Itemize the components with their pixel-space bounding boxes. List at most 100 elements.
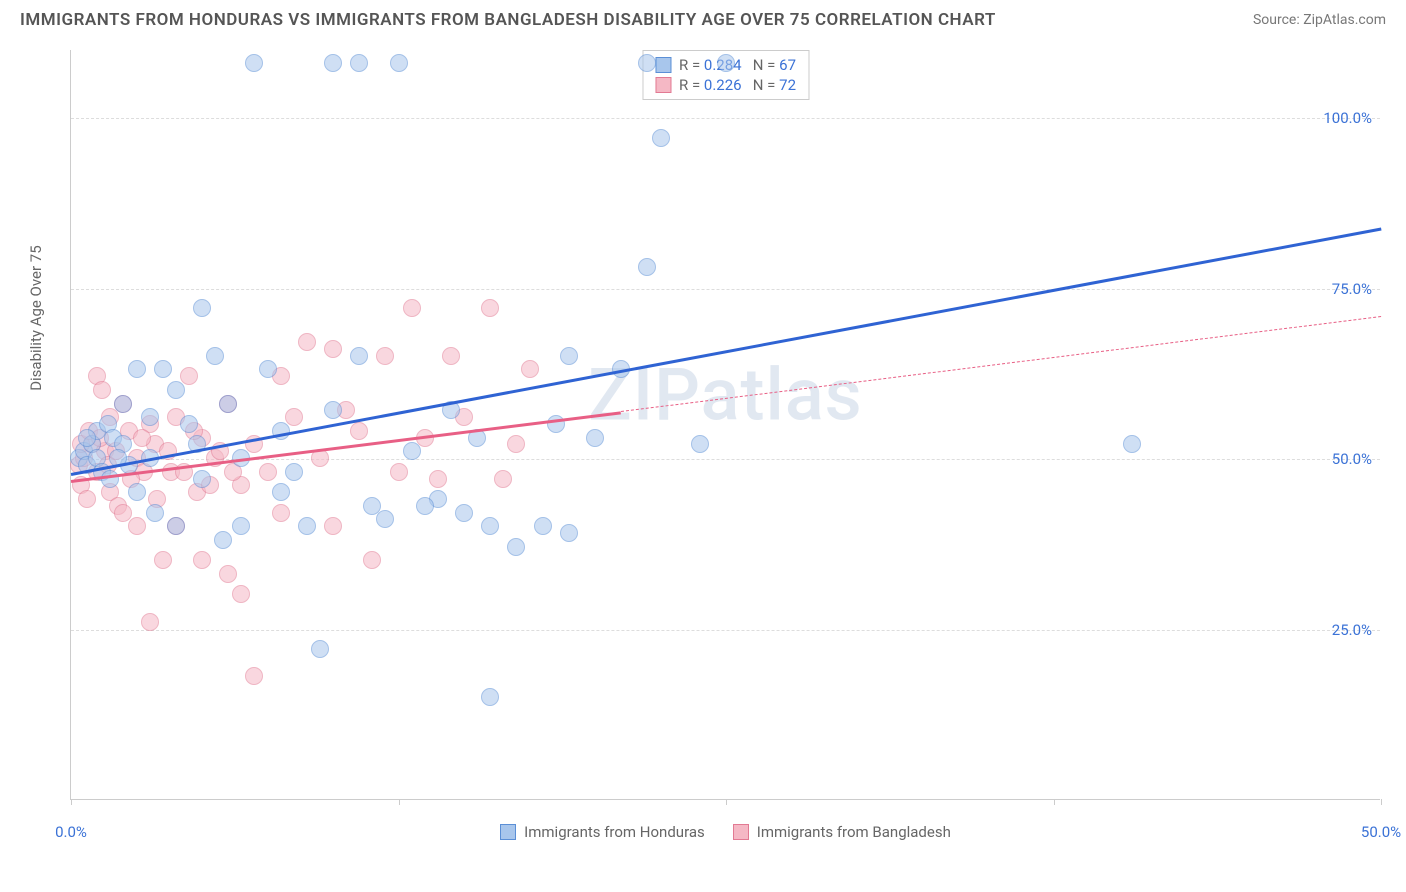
scatter-point xyxy=(481,517,499,535)
scatter-point xyxy=(403,442,421,460)
legend-series-item: Immigrants from Honduras xyxy=(500,823,705,841)
gridline xyxy=(71,459,1380,460)
scatter-point xyxy=(507,538,525,556)
scatter-point xyxy=(403,299,421,317)
scatter-point xyxy=(167,381,185,399)
scatter-point xyxy=(206,347,224,365)
trend-line xyxy=(71,227,1381,475)
scatter-point xyxy=(114,395,132,413)
scatter-point xyxy=(324,401,342,419)
scatter-point xyxy=(442,347,460,365)
legend-series-item: Immigrants from Bangladesh xyxy=(733,823,951,841)
scatter-point xyxy=(494,470,512,488)
scatter-point xyxy=(154,551,172,569)
gridline xyxy=(71,289,1380,290)
scatter-point xyxy=(180,415,198,433)
scatter-point xyxy=(324,517,342,535)
scatter-point xyxy=(133,429,151,447)
scatter-point xyxy=(146,504,164,522)
scatter-point xyxy=(691,435,709,453)
y-axis-label: Disability Age Over 75 xyxy=(27,245,45,390)
scatter-point xyxy=(324,340,342,358)
x-tick-label: 0.0% xyxy=(55,823,87,841)
legend-series: Immigrants from Honduras Immigrants from … xyxy=(71,823,1380,841)
chart-title: IMMIGRANTS FROM HONDURAS VS IMMIGRANTS F… xyxy=(20,10,996,30)
scatter-point xyxy=(219,395,237,413)
scatter-point xyxy=(141,408,159,426)
scatter-point xyxy=(167,517,185,535)
scatter-point xyxy=(350,347,368,365)
legend-swatch xyxy=(500,824,516,840)
x-tick xyxy=(726,799,727,805)
scatter-point xyxy=(481,299,499,317)
scatter-point xyxy=(363,551,381,569)
x-tick xyxy=(1054,799,1055,805)
scatter-point xyxy=(1123,435,1141,453)
y-tick-label: 100.0% xyxy=(1323,109,1372,127)
scatter-point xyxy=(193,470,211,488)
scatter-point xyxy=(128,517,146,535)
scatter-point xyxy=(717,54,735,72)
x-tick xyxy=(399,799,400,805)
x-tick-label: 50.0% xyxy=(1361,823,1401,841)
scatter-point xyxy=(259,463,277,481)
scatter-point xyxy=(390,463,408,481)
scatter-point xyxy=(324,54,342,72)
scatter-point xyxy=(521,360,539,378)
scatter-point xyxy=(78,429,96,447)
plot-area: ZIPatlas R = 0.284 N = 67R = 0.226 N = 7… xyxy=(70,50,1380,800)
scatter-point xyxy=(128,483,146,501)
scatter-point xyxy=(214,531,232,549)
scatter-point xyxy=(376,510,394,528)
scatter-point xyxy=(311,640,329,658)
gridline xyxy=(71,118,1380,119)
scatter-point xyxy=(429,470,447,488)
scatter-point xyxy=(78,490,96,508)
legend-stat-row: R = 0.226 N = 72 xyxy=(655,75,796,95)
scatter-point xyxy=(507,435,525,453)
y-tick-label: 25.0% xyxy=(1332,621,1372,639)
watermark: ZIPatlas xyxy=(588,352,862,437)
scatter-point xyxy=(128,360,146,378)
trend-line xyxy=(621,316,1381,412)
scatter-point xyxy=(232,517,250,535)
x-tick xyxy=(1381,799,1382,805)
scatter-point xyxy=(350,54,368,72)
legend-swatch xyxy=(655,77,671,93)
y-tick-label: 75.0% xyxy=(1332,280,1372,298)
scatter-point xyxy=(298,333,316,351)
scatter-point xyxy=(638,258,656,276)
scatter-point xyxy=(481,688,499,706)
x-tick xyxy=(71,799,72,805)
scatter-point xyxy=(272,483,290,501)
scatter-point xyxy=(101,470,119,488)
scatter-point xyxy=(245,667,263,685)
scatter-point xyxy=(93,381,111,399)
chart-container: Disability Age Over 75 ZIPatlas R = 0.28… xyxy=(50,50,1380,830)
scatter-point xyxy=(193,551,211,569)
scatter-point xyxy=(193,299,211,317)
chart-header: IMMIGRANTS FROM HONDURAS VS IMMIGRANTS F… xyxy=(0,0,1406,36)
scatter-point xyxy=(416,497,434,515)
legend-swatch xyxy=(655,57,671,73)
scatter-point xyxy=(560,347,578,365)
legend-swatch xyxy=(733,824,749,840)
scatter-point xyxy=(560,524,578,542)
scatter-point xyxy=(285,463,303,481)
scatter-point xyxy=(285,408,303,426)
scatter-point xyxy=(652,129,670,147)
chart-source: Source: ZipAtlas.com xyxy=(1253,12,1386,28)
gridline xyxy=(71,630,1380,631)
scatter-point xyxy=(259,360,277,378)
scatter-point xyxy=(219,565,237,583)
scatter-point xyxy=(638,54,656,72)
scatter-point xyxy=(534,517,552,535)
scatter-point xyxy=(154,360,172,378)
scatter-point xyxy=(141,613,159,631)
y-tick-label: 50.0% xyxy=(1332,450,1372,468)
scatter-point xyxy=(376,347,394,365)
scatter-point xyxy=(455,504,473,522)
scatter-point xyxy=(350,422,368,440)
scatter-point xyxy=(272,504,290,522)
scatter-point xyxy=(232,585,250,603)
